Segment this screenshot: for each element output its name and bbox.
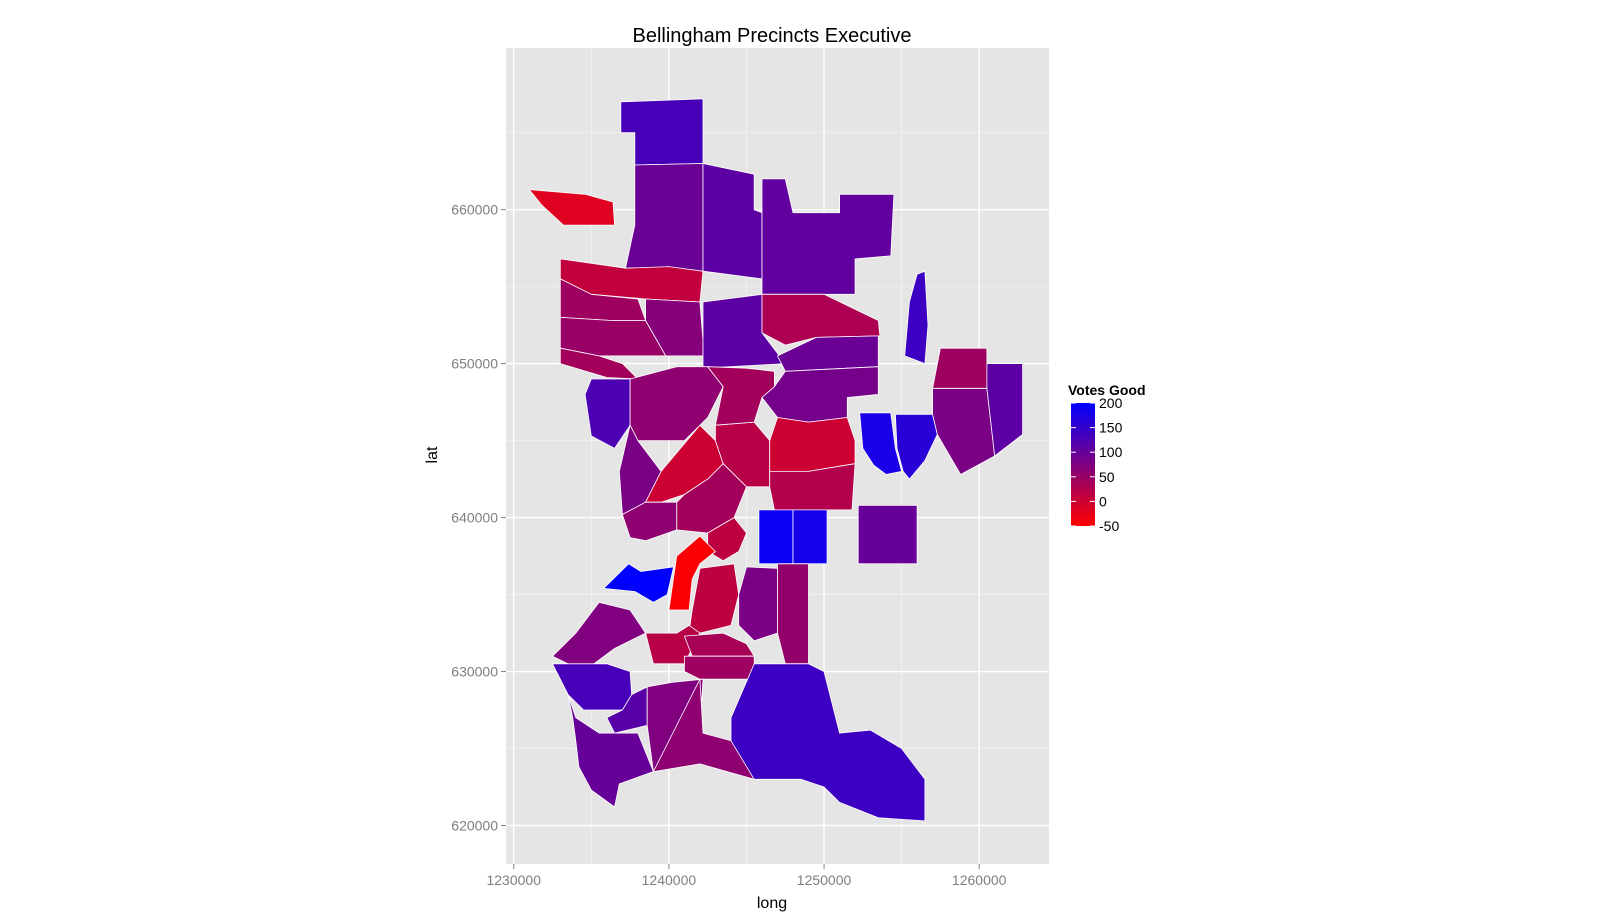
precinct-region [684, 655, 755, 680]
precinct-region [932, 347, 988, 389]
precinct-region [859, 412, 902, 475]
precinct-region [622, 501, 678, 542]
x-tick-label: 1240000 [642, 872, 697, 888]
y-tick-label: 660000 [451, 202, 498, 218]
x-axis-title: long [757, 895, 787, 912]
y-tick-label: 630000 [451, 664, 498, 680]
precinct-region [777, 335, 879, 372]
x-tick-label: 1260000 [952, 872, 1007, 888]
legend-break-label: 100 [1099, 444, 1123, 460]
legend-break-label: 0 [1099, 493, 1107, 509]
y-tick-label: 650000 [451, 356, 498, 372]
x-tick-label: 1250000 [797, 872, 852, 888]
precinct-region [528, 189, 615, 226]
precinct-region [758, 509, 794, 565]
y-tick-label: 640000 [451, 510, 498, 526]
chart-title: Bellingham Precincts Executive [632, 25, 911, 47]
legend-title: Votes Good [1068, 382, 1146, 398]
y-axis-title: lat [424, 446, 441, 463]
precinct-region [645, 625, 701, 665]
axes: 1230000 1240000 1250000 1260000 620000 630000… [451, 202, 1006, 888]
precinct-region [857, 504, 918, 565]
precinct-regions [528, 98, 1023, 822]
precinct-region [702, 163, 763, 280]
precinct-region [777, 563, 809, 665]
precinct-region [625, 163, 704, 272]
precinct-region [769, 417, 856, 472]
precinct-region [688, 563, 740, 634]
legend-break-label: 50 [1099, 469, 1115, 485]
legend-ticks: 200 150 100 50 0 -50 [1071, 395, 1123, 534]
precinct-region [668, 535, 716, 611]
precinct-region [715, 421, 771, 488]
precinct-region [738, 566, 778, 642]
precinct-region [792, 509, 828, 565]
x-tick-label: 1230000 [486, 872, 541, 888]
precinct-region [730, 663, 926, 822]
legend-break-label: 150 [1099, 420, 1123, 436]
precinct-region [904, 270, 929, 365]
legend-break-label: -50 [1099, 518, 1119, 534]
legend-colorbar [1071, 403, 1095, 526]
precinct-region [603, 563, 674, 603]
legend-break-label: 200 [1099, 395, 1123, 411]
legend: Votes Good 200 150 100 50 0 -50 [1068, 382, 1146, 534]
y-tick-label: 620000 [451, 818, 498, 834]
precinct-region [567, 694, 654, 808]
precinct-region [702, 293, 786, 369]
precinct-region [676, 463, 747, 534]
